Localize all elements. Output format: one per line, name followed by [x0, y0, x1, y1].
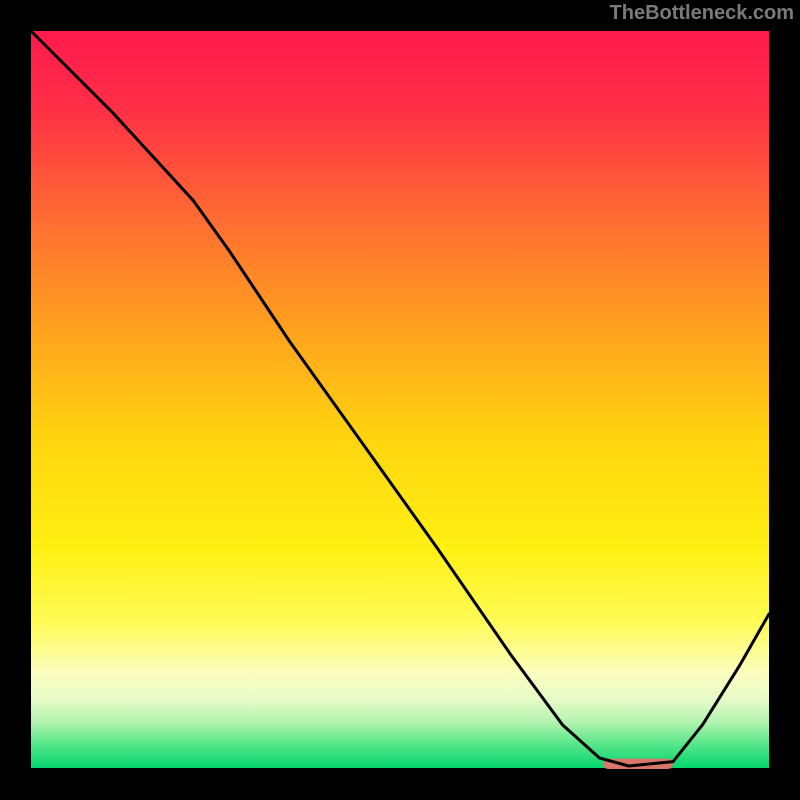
bottleneck-chart — [0, 0, 800, 800]
plot-background — [31, 31, 769, 769]
chart-container: { "watermark": { "text": "TheBottleneck.… — [0, 0, 800, 800]
watermark-text: TheBottleneck.com — [610, 2, 794, 25]
